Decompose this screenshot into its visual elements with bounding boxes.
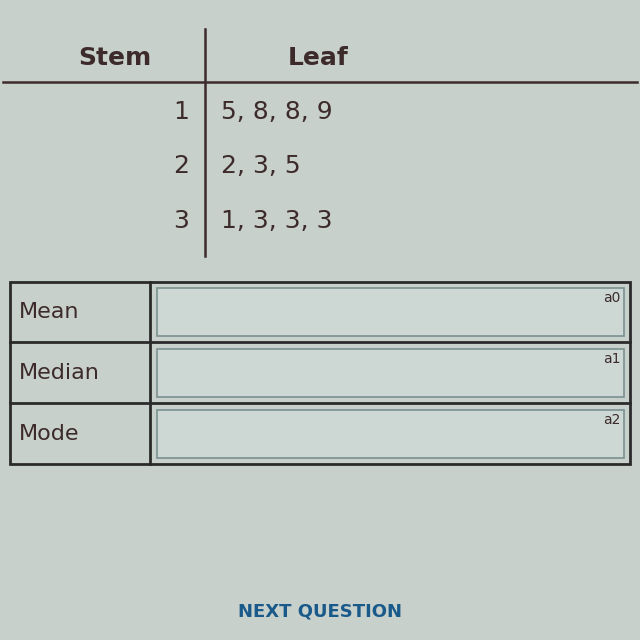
Text: a2: a2 bbox=[603, 413, 620, 427]
Text: Median: Median bbox=[19, 363, 100, 383]
Text: 1, 3, 3, 3: 1, 3, 3, 3 bbox=[221, 209, 332, 233]
Text: Mean: Mean bbox=[19, 302, 80, 322]
Text: Stem: Stem bbox=[79, 45, 152, 70]
Text: a0: a0 bbox=[603, 291, 620, 305]
Text: a1: a1 bbox=[603, 352, 620, 366]
Text: 3: 3 bbox=[173, 209, 189, 233]
Text: Mode: Mode bbox=[19, 424, 80, 444]
Text: Leaf: Leaf bbox=[288, 45, 349, 70]
Bar bbox=[10, 282, 630, 464]
Text: NEXT QUESTION: NEXT QUESTION bbox=[238, 602, 402, 620]
Bar bbox=[157, 288, 624, 336]
Text: 2, 3, 5: 2, 3, 5 bbox=[221, 154, 300, 179]
Text: 2: 2 bbox=[173, 154, 189, 179]
Text: 5, 8, 8, 9: 5, 8, 8, 9 bbox=[221, 100, 332, 124]
Text: 1: 1 bbox=[173, 100, 189, 124]
Bar bbox=[157, 349, 624, 397]
Bar bbox=[157, 410, 624, 458]
